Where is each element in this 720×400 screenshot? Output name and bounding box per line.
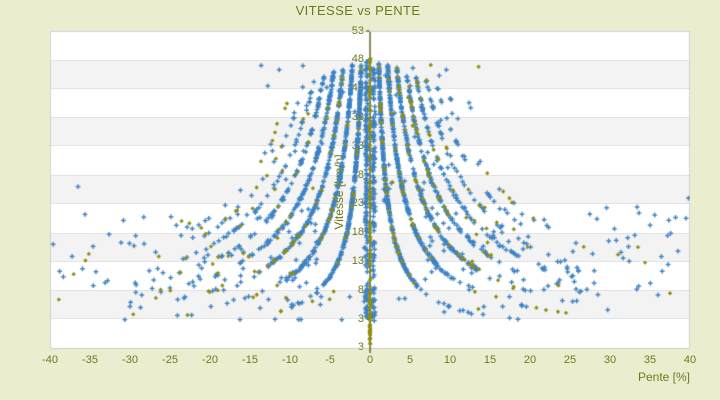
y-tick-label: 23 — [351, 197, 364, 210]
plot-band — [50, 117, 690, 147]
plot-band — [50, 59, 690, 89]
x-tick-label: -40 — [42, 354, 58, 366]
x-tick-label: -30 — [122, 354, 138, 366]
x-tick-label: 10 — [443, 354, 457, 366]
x-tick-label: -20 — [202, 354, 218, 366]
plot-band — [50, 175, 690, 204]
plot-band — [50, 232, 690, 262]
x-tick-label: -25 — [162, 354, 178, 366]
x-tick-label: 0 — [366, 354, 374, 366]
y-tick-label: 28 — [351, 168, 364, 181]
x-tick-label: 35 — [643, 354, 657, 366]
y-axis-bottom-label: 3 — [357, 341, 364, 353]
plot-band — [50, 88, 690, 118]
x-tick-label: 20 — [523, 354, 537, 366]
chart-title: VITESSE vs PENTE — [295, 3, 421, 18]
y-tick-label: 43 — [351, 82, 364, 95]
plot-band — [50, 319, 690, 348]
x-tick-label: -35 — [82, 354, 98, 366]
plot-band — [50, 146, 690, 176]
y-tick-label: 33 — [351, 139, 364, 152]
x-axis-title: Pente [%] — [637, 370, 690, 384]
y-tick-label: 13 — [351, 255, 364, 268]
x-tick-label: 25 — [563, 354, 577, 366]
y-tick-label: 8 — [357, 283, 364, 296]
plot-area — [50, 31, 690, 348]
x-tick-label: -5 — [325, 354, 335, 366]
x-tick-label: 5 — [406, 354, 414, 366]
plot-band — [50, 290, 690, 320]
y-tick-label: 53 — [351, 24, 364, 37]
plot-band — [50, 203, 690, 233]
y-tick-label: 38 — [351, 110, 364, 123]
plot-band — [50, 261, 690, 291]
y-tick-label: 18 — [351, 226, 364, 239]
y-tick-label: 48 — [351, 53, 364, 66]
x-tick-label: 40 — [683, 354, 697, 366]
x-tick-label: 30 — [603, 354, 617, 366]
plot-band — [50, 31, 690, 60]
x-tick-label: -15 — [242, 354, 258, 366]
x-tick-label: 15 — [483, 354, 497, 366]
y-axis-title: Vitesse [km/h] — [332, 154, 346, 230]
x-tick-label: -10 — [282, 354, 298, 366]
y-tick-label: 3 — [357, 312, 364, 325]
